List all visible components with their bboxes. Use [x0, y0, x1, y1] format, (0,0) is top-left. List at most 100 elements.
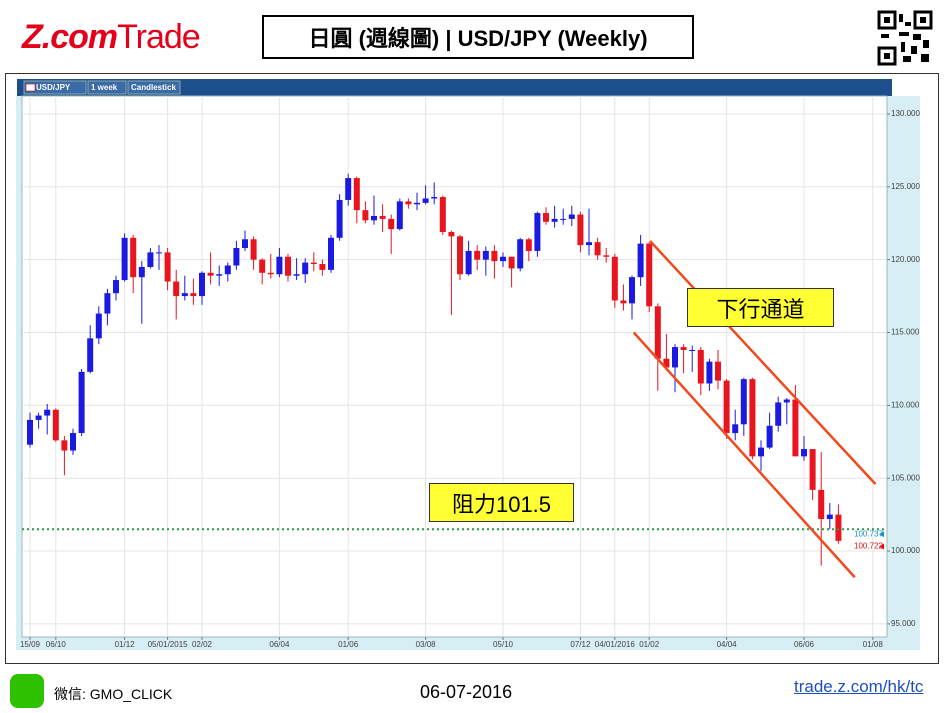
candle-body [112, 280, 119, 294]
candle-body [689, 349, 696, 351]
candle-body [594, 242, 601, 256]
candle-body [792, 399, 799, 457]
price-tag-marker [879, 531, 884, 538]
candle-body [95, 313, 102, 339]
candle-body [44, 409, 51, 416]
candle-body [353, 178, 360, 211]
candle-body [568, 214, 575, 219]
y-tick-label: 120.000 [891, 255, 920, 264]
x-tick-label: 07/12 [570, 640, 591, 649]
wechat-icon [10, 674, 44, 708]
x-tick-label: 04/01/2016 [595, 640, 636, 649]
candle-body [715, 361, 722, 381]
candle-body [302, 262, 309, 275]
candle-body [474, 250, 481, 260]
candle-body [654, 306, 661, 359]
candle-body [500, 256, 507, 262]
candle-body [190, 293, 197, 297]
candle-body [61, 440, 68, 451]
toolbar-tab [23, 80, 87, 95]
candle-body [379, 215, 386, 219]
candle-body [250, 239, 257, 260]
y-tick-label: 130.000 [891, 109, 920, 118]
candle-body [164, 252, 171, 282]
candle-body [543, 213, 550, 222]
candle-body [199, 272, 206, 297]
candle-body [663, 358, 670, 368]
toolbar-tab [127, 80, 181, 95]
candle-body [285, 256, 292, 276]
candle-body [414, 202, 421, 205]
channel-line [632, 331, 856, 579]
candle-body [267, 272, 274, 275]
candle-body [293, 274, 300, 276]
candle-body [826, 514, 833, 519]
candle-body [560, 218, 567, 220]
candle-body [577, 214, 584, 246]
y-tick-label: 125.000 [891, 182, 920, 191]
candle-body [646, 243, 653, 307]
y-tick-label: 115.000 [891, 328, 920, 337]
candle-body [345, 178, 352, 200]
toolbar-tab [87, 80, 127, 95]
candle-body [216, 274, 223, 276]
date: 06-07-2016 [420, 682, 513, 702]
candle-body [439, 197, 446, 232]
candle-body [328, 237, 335, 270]
candle-body [732, 424, 739, 434]
candle-body [362, 210, 369, 221]
candle-body [336, 199, 343, 238]
candle-body [801, 449, 808, 457]
price-tag: 100.722 [854, 542, 883, 551]
candle-body [740, 379, 747, 425]
x-tick-label: 06/10 [46, 640, 67, 649]
candle-body [766, 425, 773, 448]
candle-body [465, 250, 472, 275]
candle-body [130, 237, 137, 278]
plot-area [21, 95, 888, 638]
price-tag-marker [879, 543, 884, 550]
candle-body [233, 248, 240, 266]
x-tick-label: 01/12 [115, 640, 136, 649]
candle-body [611, 256, 618, 301]
channel-line [649, 240, 877, 485]
candle-body [491, 250, 498, 262]
candle-body [672, 347, 679, 368]
flag [25, 83, 36, 92]
candle-body [104, 293, 111, 314]
chart-frame [5, 73, 939, 664]
candle-body [603, 255, 610, 257]
title: 日圓 (週線圖) | USD/JPY (Weekly) [262, 15, 694, 59]
candle-body [422, 198, 429, 203]
candle-body [87, 338, 94, 372]
x-tick-label: 01/08 [863, 640, 884, 649]
candle-body [637, 243, 644, 278]
candle-body [680, 347, 687, 350]
candle-body [431, 197, 438, 199]
x-tick-label: 03/08 [416, 640, 437, 649]
toolbar-tab-label: 1 week [91, 83, 118, 92]
candle-body [758, 447, 765, 457]
toolbar [17, 79, 892, 96]
x-tick-label: 06/04 [269, 640, 290, 649]
logo: Z.comTrade [22, 18, 201, 57]
candle-body [525, 239, 532, 251]
candle-body [775, 402, 782, 426]
y-tick-label: 110.000 [891, 400, 920, 409]
candle-body [405, 201, 412, 205]
url[interactable]: trade.z.com/hk/tc [794, 677, 924, 696]
chart: USD/JPY 1 week Candlestick 95.000 100.000 105… [16, 79, 920, 650]
candle-body [26, 419, 33, 445]
x-tick-label: 06/06 [794, 640, 815, 649]
wechat-id: 微信: GMO_CLICK [54, 686, 173, 702]
candle-body [551, 218, 558, 222]
candle-body [78, 371, 85, 434]
candle-body [276, 256, 283, 275]
candle-body [723, 380, 730, 434]
candle-body [586, 242, 593, 246]
left-strip [16, 96, 22, 650]
x-tick-label: 05/01/2015 [148, 640, 189, 649]
candle-body [706, 361, 713, 384]
candle-body [319, 264, 326, 270]
